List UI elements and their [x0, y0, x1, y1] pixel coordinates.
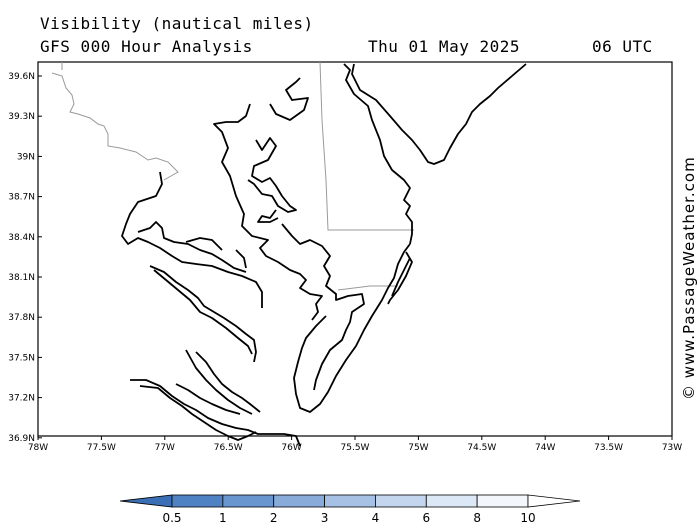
colorbar-segment — [324, 494, 376, 508]
latitude-axis: 39.6N 39.3N 39N 38.7N 38.4N 38.1N 37.8N 37.5N 37… — [8, 72, 42, 444]
colorbar-label: 8 — [473, 511, 481, 525]
copyright-credit: © www.PassageWeather.com — [680, 156, 698, 400]
coastline — [121, 63, 527, 447]
colorbar-segment — [476, 494, 529, 508]
colorbar-min-extend — [119, 494, 173, 508]
map-frame — [37, 61, 673, 437]
colorbar-max-extend — [527, 494, 581, 508]
colorbar-segment — [273, 494, 325, 508]
lon-tick-label: 74W — [535, 443, 555, 453]
colorbar-label: 10 — [520, 511, 535, 525]
colorbar-label: 3 — [321, 511, 329, 525]
valid-date-label: Thu 01 May 2025 — [368, 37, 520, 56]
valid-time-label: 06 UTC — [592, 37, 653, 56]
lat-tick-label: 37.5N — [8, 353, 35, 363]
colorbar-label: 0.5 — [162, 511, 181, 525]
colorbar-segment — [171, 494, 224, 508]
lat-tick-label: 37.8N — [8, 313, 35, 323]
visibility-colorbar: 0.5 1 2 3 4 6 8 10 — [119, 494, 581, 525]
lon-tick-label: 73W — [662, 443, 682, 453]
lon-tick-label: 76W — [281, 443, 301, 453]
lat-tick-label: 39.3N — [8, 112, 35, 122]
lat-tick-label: 39.6N — [8, 72, 35, 82]
lat-tick-label: 38.4N — [8, 233, 35, 243]
colorbar-segment — [375, 494, 427, 508]
lon-tick-label: 76.5W — [214, 443, 243, 453]
lon-tick-label: 77.5W — [87, 443, 116, 453]
lat-tick-label: 37.2N — [8, 394, 35, 404]
model-run-label: GFS 000 Hour Analysis — [40, 37, 253, 56]
map-title: Visibility (nautical miles) — [40, 14, 314, 33]
lon-tick-label: 75W — [408, 443, 428, 453]
lon-tick-label: 77W — [155, 443, 175, 453]
lon-tick-label: 73.5W — [594, 443, 623, 453]
colorbar-label: 2 — [270, 511, 278, 525]
lat-tick-label: 39N — [17, 152, 35, 162]
lon-tick-label: 75.5W — [341, 443, 370, 453]
lat-tick-label: 38.1N — [8, 273, 35, 283]
colorbar-label: 6 — [422, 511, 430, 525]
colorbar-segment — [425, 494, 478, 508]
colorbar-segment — [222, 494, 275, 508]
lat-tick-label: 38.7N — [8, 193, 35, 203]
lon-tick-label: 78W — [28, 443, 48, 453]
colorbar-label: 4 — [372, 511, 380, 525]
lon-tick-label: 74.5W — [467, 443, 496, 453]
lat-tick-label: 36.9N — [8, 434, 35, 444]
colorbar-label: 1 — [219, 511, 227, 525]
longitude-axis: 78W 77.5W 77W 76.5W 76W 75.5W 75W 74.5W 74W 73.5W… — [28, 436, 682, 453]
